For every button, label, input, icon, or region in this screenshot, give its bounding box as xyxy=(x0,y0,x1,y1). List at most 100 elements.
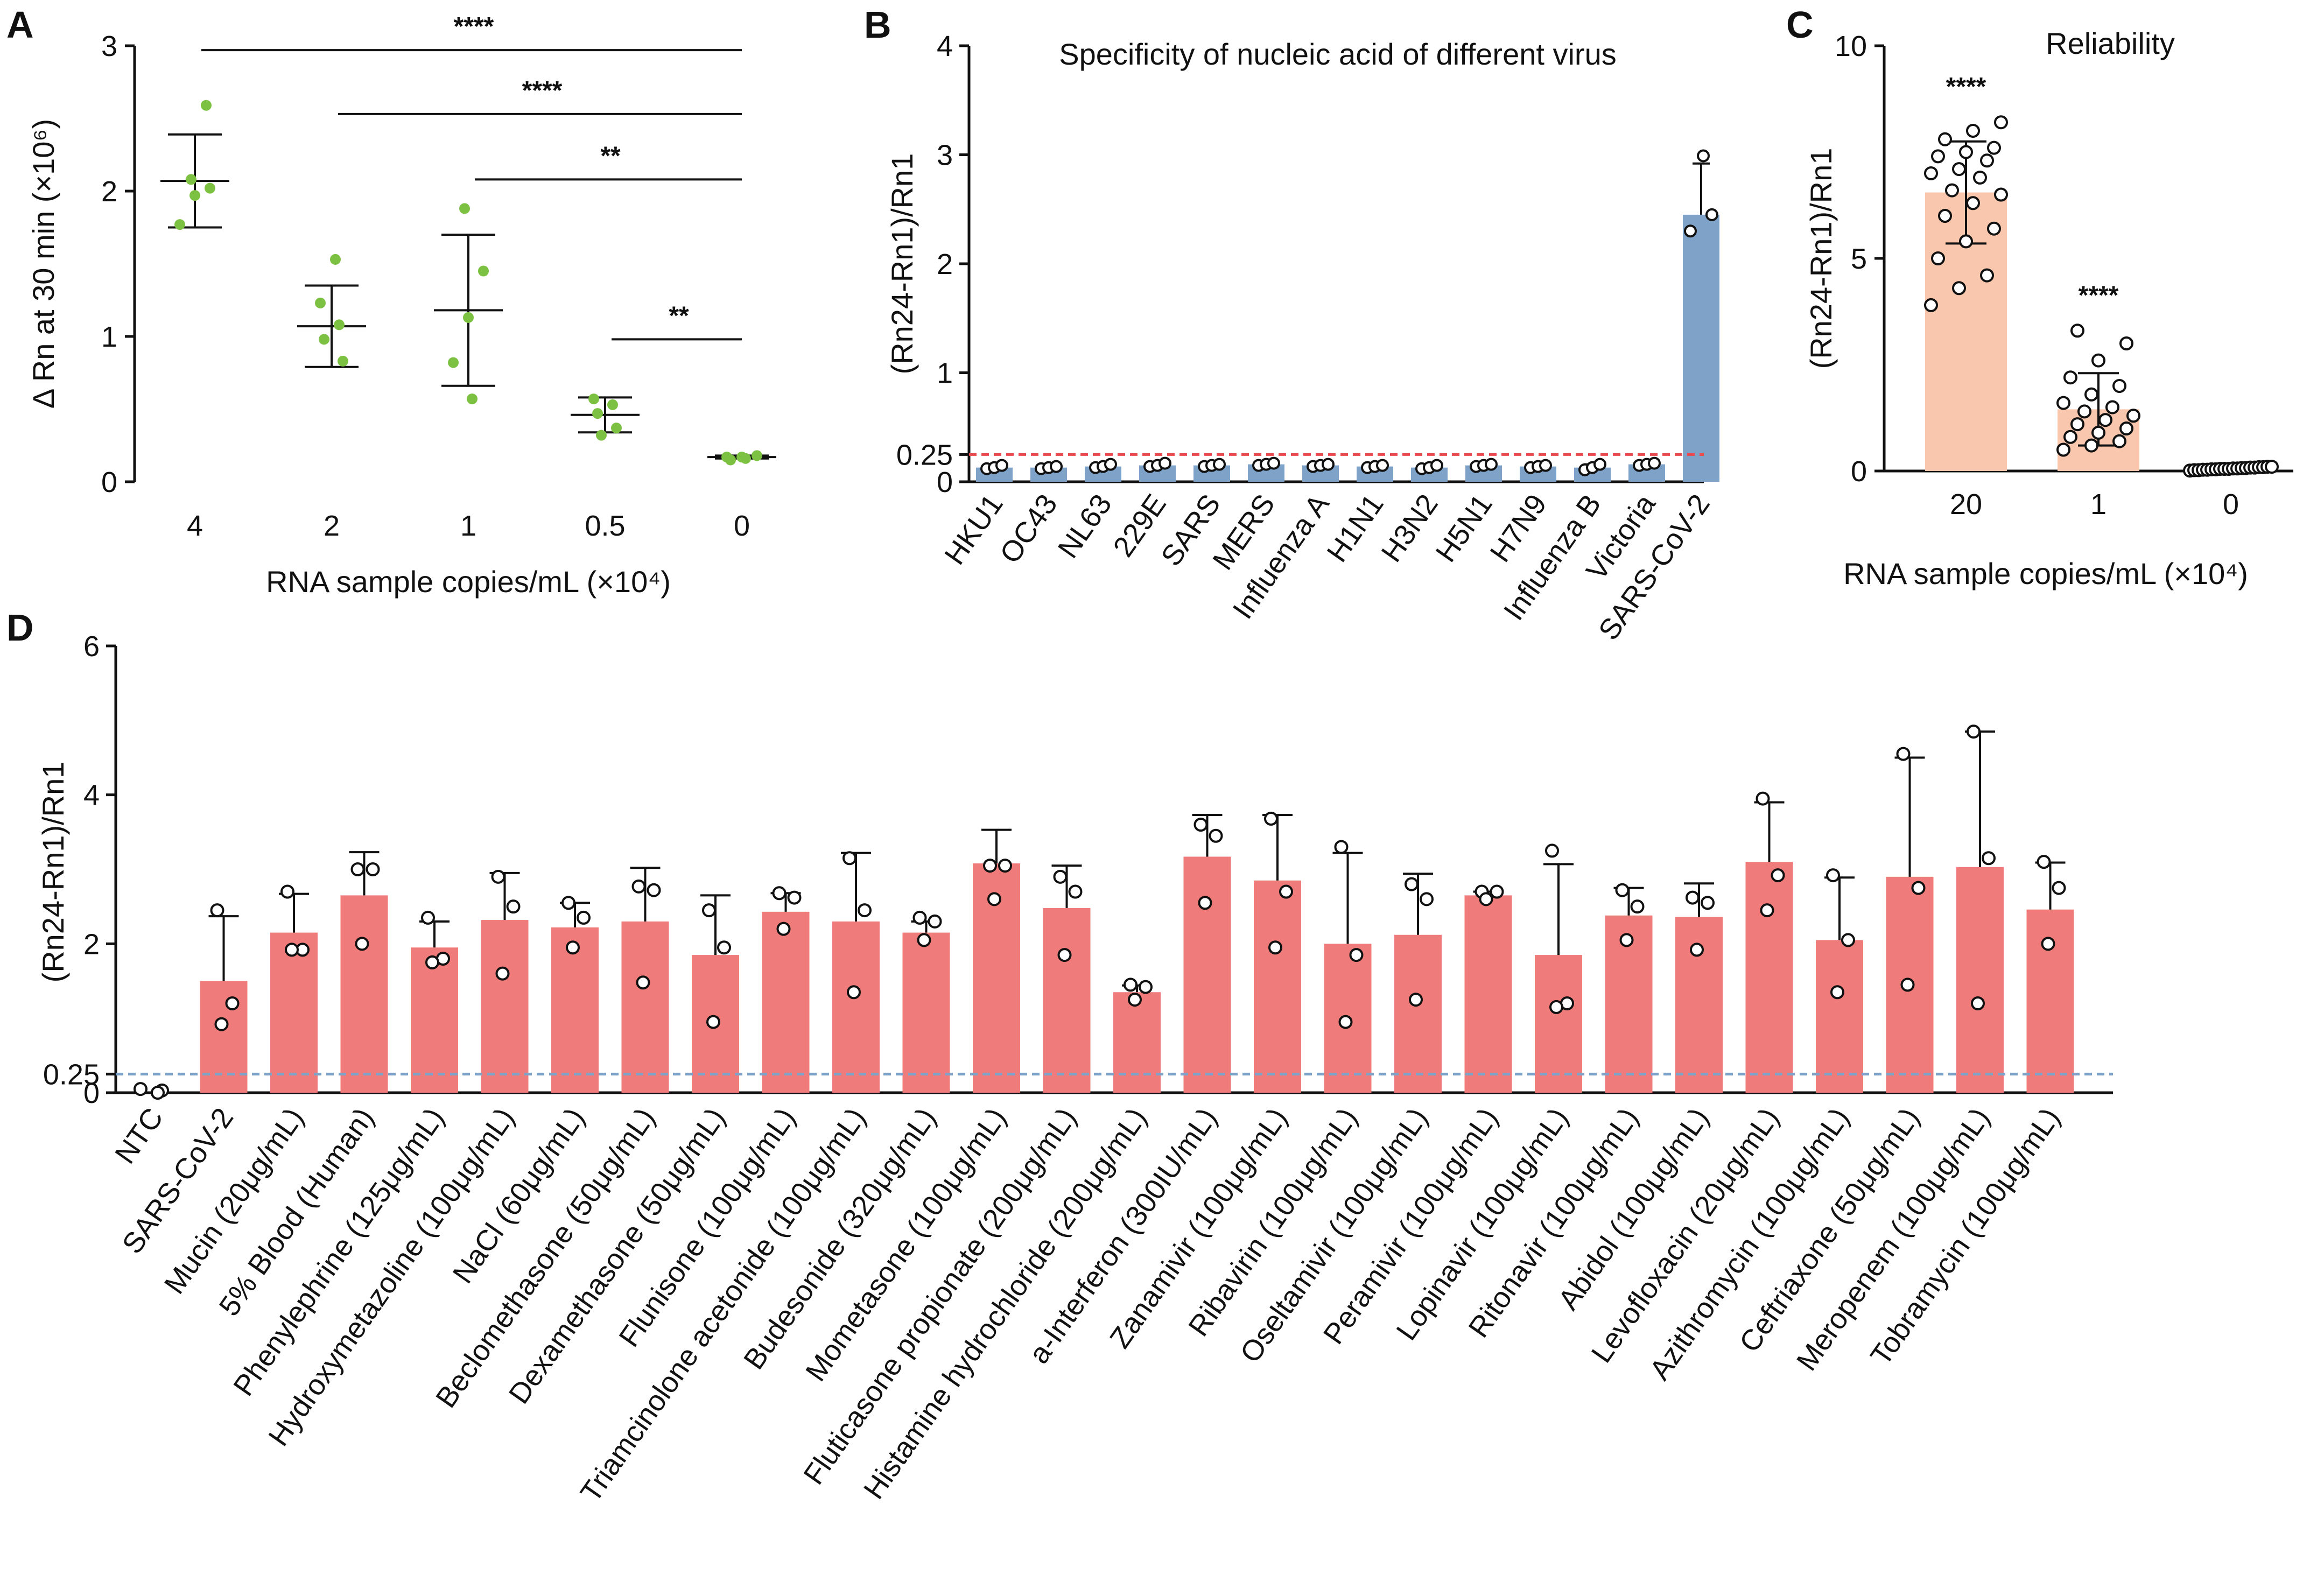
b-bar xyxy=(1683,214,1719,482)
d-data-point xyxy=(1128,993,1142,1007)
a-x-axis-label: RNA sample copies/mL (×10⁴) xyxy=(266,565,671,599)
c-data-point xyxy=(1959,145,1973,159)
c-data-point xyxy=(1994,115,2008,130)
d-data-point xyxy=(1826,868,1840,883)
a-data-point xyxy=(721,452,732,463)
d-bar xyxy=(1745,862,1793,1093)
d-data-point xyxy=(1911,881,1926,895)
a-y-axis-label: Δ Rn at 30 min (×10⁶) xyxy=(26,119,60,409)
b-y-axis-label: (Rn24-Rn1)/Rn1 xyxy=(885,153,919,375)
d-y-axis-label: (Rn24-Rn1)/Rn1 xyxy=(36,762,70,983)
b-x-tick-label: H5N1 xyxy=(1429,488,1498,568)
c-data-point xyxy=(1994,187,2008,202)
d-data-point xyxy=(998,859,1012,873)
d-data-point xyxy=(717,940,731,955)
d-bar xyxy=(551,927,599,1093)
a-x-tick-label: 4 xyxy=(187,510,203,542)
d-data-point xyxy=(1971,996,1985,1010)
d-data-point xyxy=(2052,881,2066,895)
d-data-point xyxy=(425,955,439,969)
a-significance-label: ** xyxy=(600,142,621,170)
d-data-point xyxy=(1198,896,1212,910)
d-bar xyxy=(762,911,810,1093)
c-data-point xyxy=(1966,196,1980,210)
d-data-point xyxy=(858,903,872,918)
a-data-point xyxy=(201,100,212,111)
d-data-point xyxy=(847,985,861,1000)
d-data-point xyxy=(366,862,380,876)
d-data-point xyxy=(280,884,294,899)
c-data-point xyxy=(2056,396,2070,410)
d-y-tick-label: 0 xyxy=(83,1077,100,1109)
a-data-point xyxy=(315,297,326,308)
a-y-tick-label: 0 xyxy=(101,466,117,498)
d-data-point xyxy=(1193,818,1208,832)
b-x-tick-label: OC43 xyxy=(994,488,1064,569)
b-data-point xyxy=(1104,458,1117,471)
d-data-point xyxy=(1209,828,1223,843)
d-data-point xyxy=(2041,937,2055,951)
d-data-point xyxy=(491,869,505,884)
c-data-point xyxy=(1938,132,1952,146)
c-data-point xyxy=(1938,209,1952,223)
c-data-point xyxy=(2126,409,2140,423)
c-data-point xyxy=(1945,183,1959,198)
d-data-point xyxy=(842,851,856,866)
d-bar xyxy=(1464,895,1512,1093)
a-data-point xyxy=(330,254,341,265)
c-y-axis-label: (Rn24-Rn1)/Rn1 xyxy=(1804,148,1838,369)
c-title: Reliability xyxy=(2046,26,2175,60)
c-data-point xyxy=(2084,438,2098,453)
d-data-point xyxy=(495,966,510,981)
a-data-point xyxy=(611,423,622,434)
c-data-point xyxy=(1924,166,1938,180)
a-data-point xyxy=(448,357,459,368)
d-data-point xyxy=(1334,840,1349,854)
d-bar xyxy=(1043,908,1091,1093)
c-data-point xyxy=(1980,268,1994,283)
d-data-point xyxy=(1338,1015,1353,1029)
d-data-point xyxy=(702,903,716,918)
c-data-point xyxy=(2091,353,2105,368)
b-x-tick-label: H3N2 xyxy=(1375,488,1444,568)
c-data-point xyxy=(2077,404,2091,419)
d-data-point xyxy=(1841,933,1855,947)
d-data-point xyxy=(2037,855,2051,869)
c-y-tick-label: 0 xyxy=(1851,455,1867,488)
c-x-tick-label: 1 xyxy=(2090,488,2107,521)
d-data-point xyxy=(772,886,787,901)
c-data-point xyxy=(1980,153,1994,168)
c-data-point xyxy=(2063,370,2077,385)
d-bar xyxy=(340,895,388,1093)
b-y-tick-label: 4 xyxy=(937,30,953,62)
d-data-point xyxy=(912,910,927,925)
d-data-point xyxy=(1630,899,1645,914)
c-data-point xyxy=(2112,434,2126,448)
b-data-point xyxy=(1159,456,1171,470)
c-data-point xyxy=(2112,379,2126,393)
c-data-point xyxy=(2084,387,2098,402)
d-data-point xyxy=(1896,747,1911,761)
a-data-point xyxy=(205,182,215,194)
d-data-point xyxy=(1756,791,1770,806)
b-data-point xyxy=(1539,459,1552,472)
d-data-point xyxy=(1405,877,1419,891)
d-bar xyxy=(200,981,248,1093)
a-data-point xyxy=(752,450,762,461)
d-data-point xyxy=(210,903,224,918)
d-data-point xyxy=(214,1017,229,1031)
b-data-point xyxy=(1485,458,1498,471)
c-data-point xyxy=(2063,430,2077,444)
d-bar xyxy=(1183,856,1231,1093)
d-data-point xyxy=(134,1082,148,1096)
b-y-tick-label: 3 xyxy=(937,139,953,172)
d-data-point xyxy=(225,996,240,1010)
d-data-point xyxy=(1760,903,1774,918)
d-y-tick-label: 4 xyxy=(83,779,100,812)
d-bar xyxy=(1816,940,1863,1093)
d-bar xyxy=(2026,909,2074,1093)
c-data-point xyxy=(2265,460,2279,474)
a-data-point xyxy=(174,219,185,230)
